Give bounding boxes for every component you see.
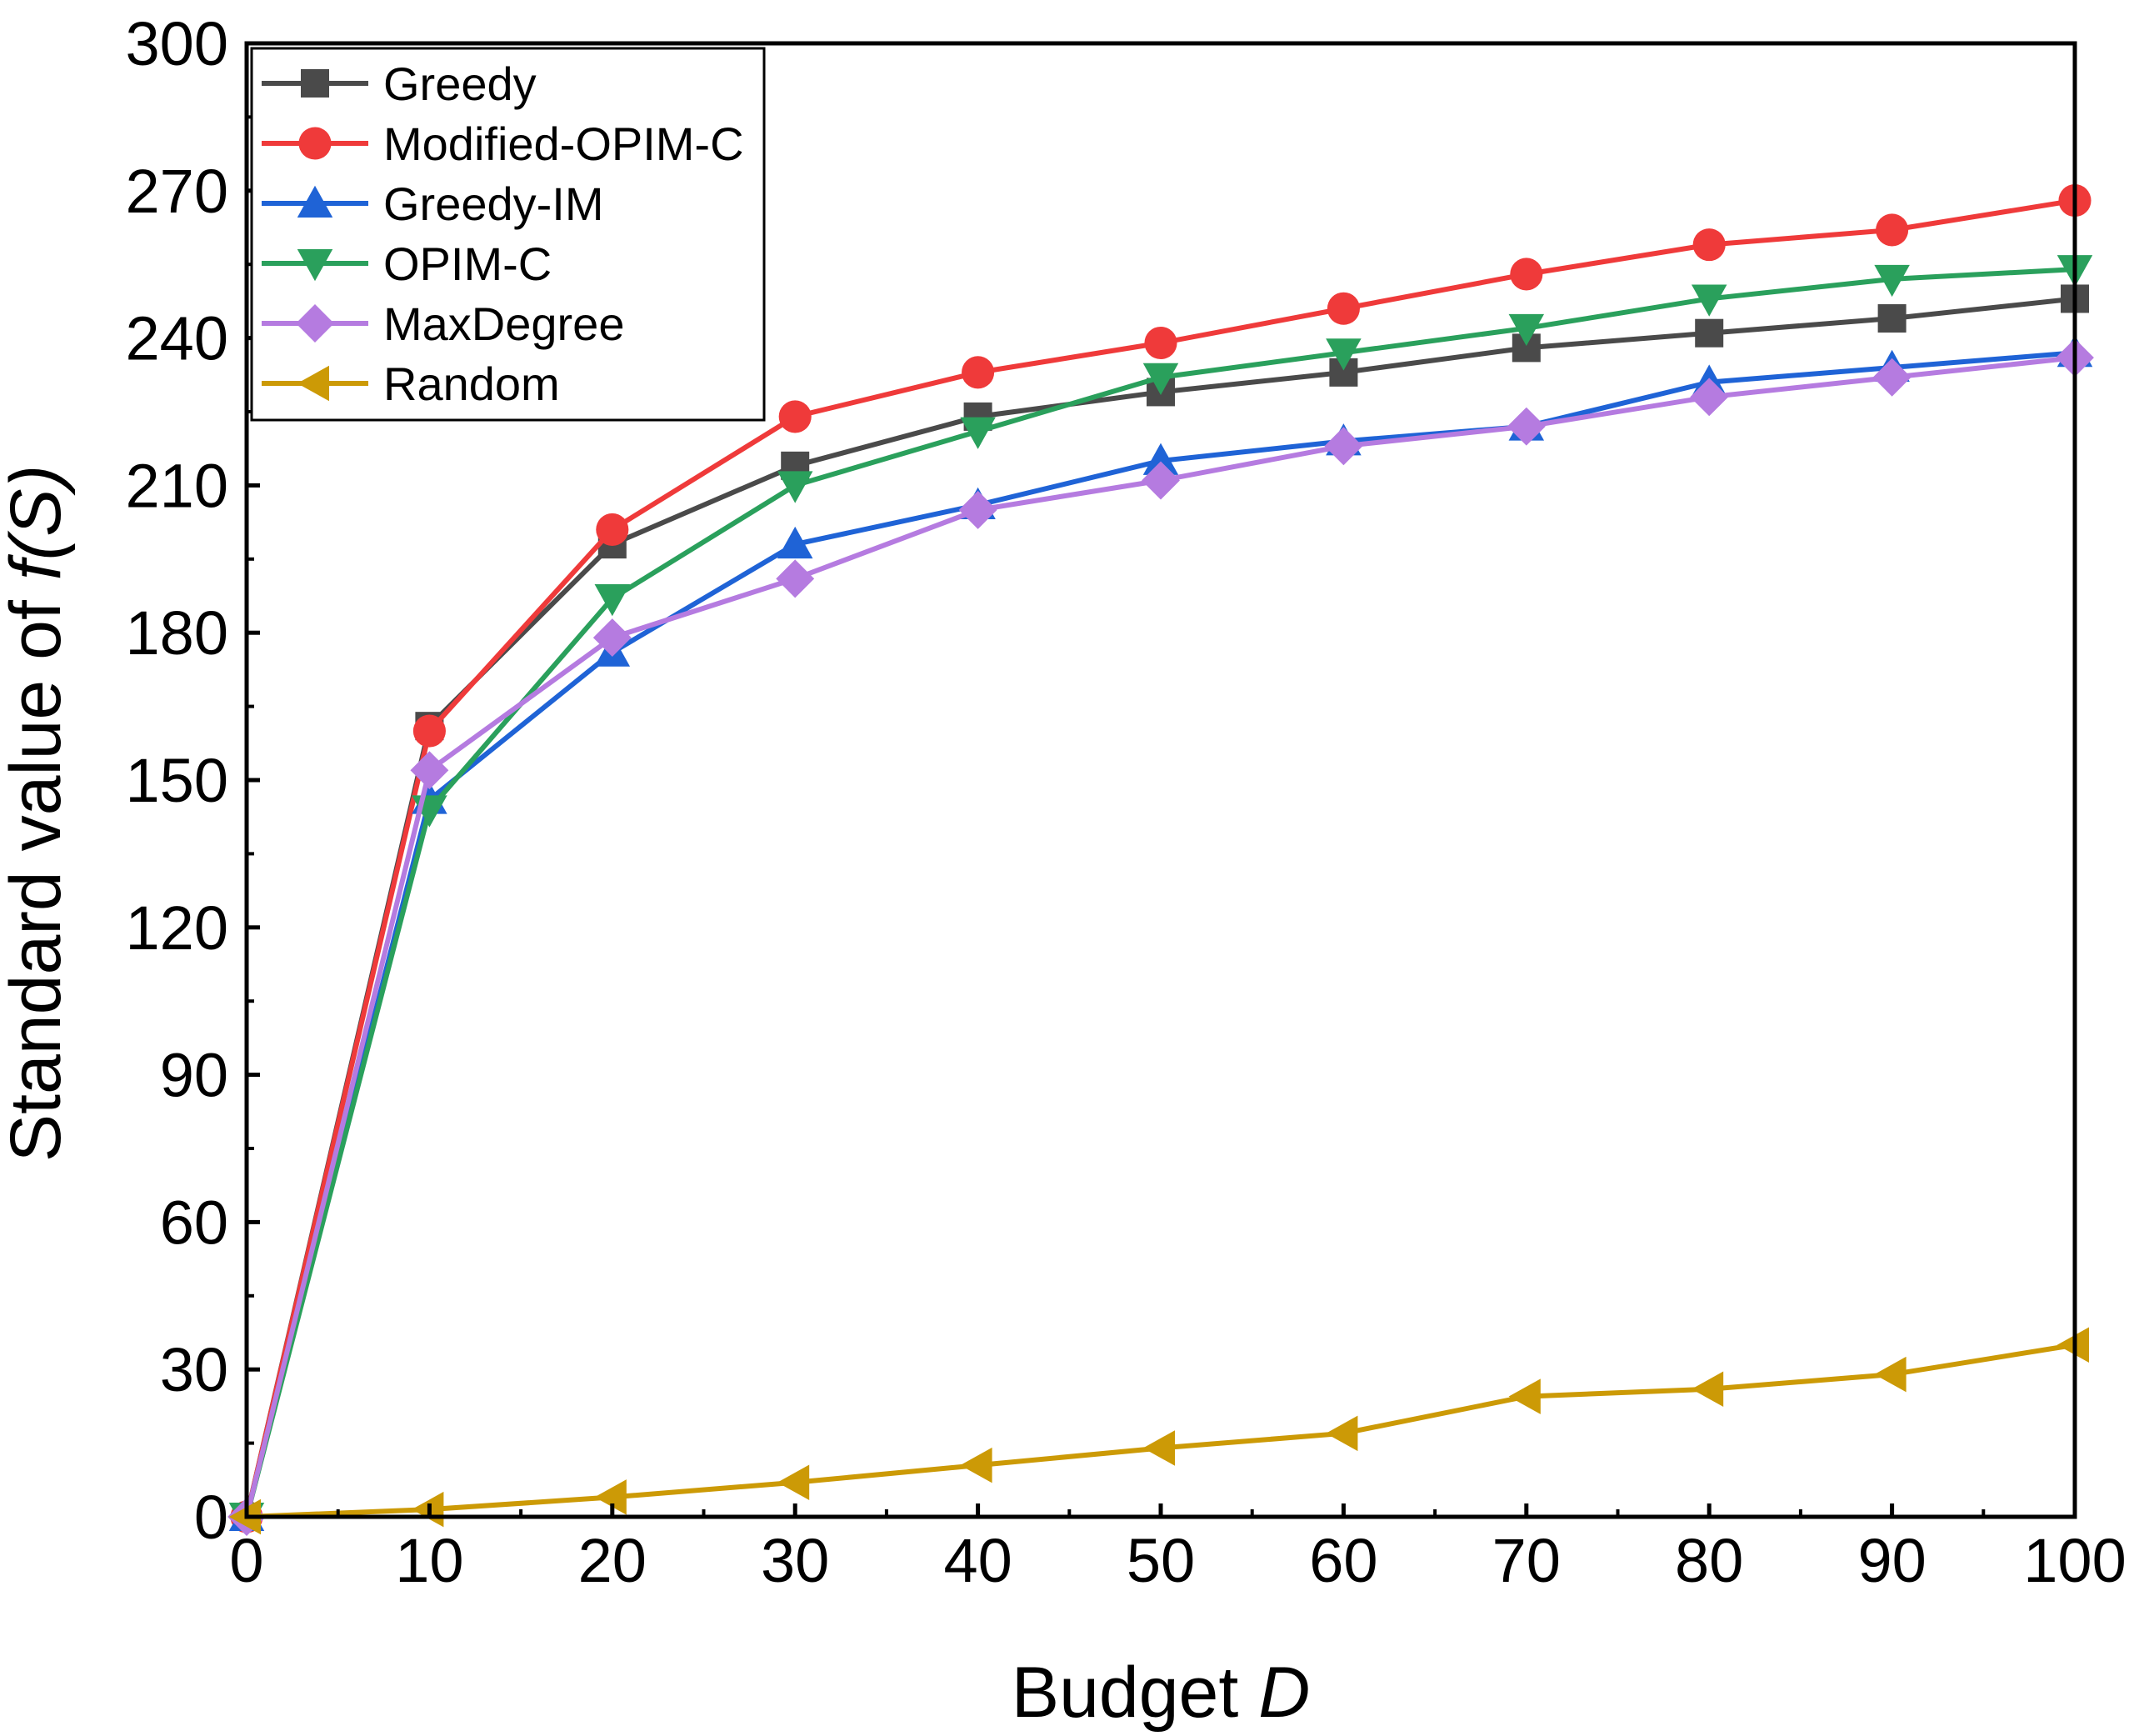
legend-marker-opim-c xyxy=(297,249,333,282)
legend-item-greedy: Greedy xyxy=(262,58,537,110)
data-point-random xyxy=(1691,1371,1724,1408)
data-point-greedy xyxy=(1695,318,1724,348)
x-tick-label: 100 xyxy=(2023,1526,2126,1595)
data-point-random xyxy=(1142,1430,1175,1466)
data-point-random xyxy=(1874,1356,1907,1393)
legend-box xyxy=(250,47,766,422)
y-tick-label: 210 xyxy=(126,451,228,520)
legend-label-maxdegree: MaxDegree xyxy=(383,298,624,350)
data-point-maxdegree xyxy=(1690,378,1729,417)
data-point-random xyxy=(960,1447,992,1483)
data-point-maxdegree xyxy=(958,490,997,529)
legend-item-opim-c: OPIM-C xyxy=(262,238,552,290)
x-axis-title: Budget D xyxy=(1012,1653,1311,1733)
data-point-modified-opim-c xyxy=(1510,258,1543,291)
x-tick-label: 10 xyxy=(395,1526,463,1595)
data-point-maxdegree xyxy=(1142,461,1180,500)
legend-label-greedy-im: Greedy-IM xyxy=(383,178,604,230)
data-point-maxdegree xyxy=(776,559,815,598)
series-layer xyxy=(227,184,2094,1536)
data-point-opim-c xyxy=(1142,363,1179,395)
data-point-modified-opim-c xyxy=(778,400,812,433)
x-tick-label: 30 xyxy=(761,1526,829,1595)
x-tick-label: 20 xyxy=(578,1526,647,1595)
legend: Greedy Modified-OPIM-C Greedy-IM OPIM-C MaxD… xyxy=(250,47,766,422)
data-point-random xyxy=(777,1464,810,1500)
series-line-greedy-im xyxy=(244,350,2076,1518)
y-axis-title: Standard value of f(S) xyxy=(0,465,76,1163)
data-point-maxdegree xyxy=(1507,407,1546,446)
y-tick-label: 30 xyxy=(160,1335,228,1404)
y-tick-label: 90 xyxy=(160,1041,228,1110)
data-point-random xyxy=(1326,1415,1358,1452)
y-axis-title-text: Standard value of xyxy=(0,599,76,1162)
y-tick-label: 150 xyxy=(126,746,228,815)
data-point-greedy-im xyxy=(777,526,813,559)
x-tick-label: 50 xyxy=(1127,1526,1195,1595)
x-axis-title-variable: D xyxy=(1258,1653,1310,1733)
y-tick-label: 300 xyxy=(126,9,228,78)
data-point-opim-c xyxy=(1874,264,1910,298)
data-point-modified-opim-c xyxy=(1144,326,1177,360)
x-tick-label: 40 xyxy=(943,1526,1012,1595)
y-tick-label: 180 xyxy=(126,598,228,668)
data-point-maxdegree xyxy=(410,751,449,790)
y-tick-label: 240 xyxy=(126,304,228,373)
data-point-greedy-im xyxy=(1142,443,1179,475)
x-tick-label: 70 xyxy=(1492,1526,1561,1595)
series-greedy-im xyxy=(228,335,2093,1531)
y-axis: 0 30 60 90 120 150 180 210 240 270 300 xyxy=(126,9,260,1552)
series-maxdegree xyxy=(227,338,2094,1536)
legend-marker-greedy xyxy=(301,69,329,98)
y-tick-label: 60 xyxy=(160,1188,228,1257)
data-point-maxdegree xyxy=(1324,427,1363,466)
data-point-opim-c xyxy=(960,417,996,449)
data-point-opim-c xyxy=(1691,284,1727,317)
series-line-maxdegree xyxy=(244,355,2076,1518)
legend-marker-random xyxy=(297,365,329,402)
legend-label-opim-c: OPIM-C xyxy=(383,238,552,290)
legend-marker-maxdegree xyxy=(296,304,334,343)
data-point-opim-c xyxy=(1508,313,1545,347)
x-tick-label: 0 xyxy=(229,1526,263,1595)
data-point-opim-c xyxy=(1326,338,1362,371)
y-tick-label: 270 xyxy=(126,157,228,226)
series-line-random xyxy=(246,1342,2076,1519)
data-point-greedy xyxy=(1877,304,1907,333)
legend-item-greedy-im: Greedy-IM xyxy=(262,178,604,230)
x-axis: 0 10 20 30 40 50 60 70 80 90 100 xyxy=(229,1503,2127,1595)
x-tick-label: 90 xyxy=(1857,1526,1926,1595)
data-point-modified-opim-c xyxy=(1327,292,1360,325)
legend-item-random: Random xyxy=(262,358,560,410)
x-tick-label: 80 xyxy=(1675,1526,1743,1595)
data-point-modified-opim-c xyxy=(596,513,629,546)
legend-label-modified-opim-c: Modified-OPIM-C xyxy=(383,118,744,170)
y-tick-label: 0 xyxy=(194,1483,228,1552)
legend-label-greedy: Greedy xyxy=(383,58,537,110)
data-point-opim-c xyxy=(777,471,813,503)
y-tick-label: 120 xyxy=(126,893,228,963)
legend-item-modified-opim-c: Modified-OPIM-C xyxy=(262,118,744,170)
data-point-modified-opim-c xyxy=(1692,228,1726,262)
legend-marker-modified-opim-c xyxy=(298,127,332,160)
data-point-modified-opim-c xyxy=(412,714,446,748)
y-axis-title-variable: f(S) xyxy=(0,465,76,581)
data-point-opim-c xyxy=(594,583,631,617)
data-point-modified-opim-c xyxy=(962,356,995,389)
data-point-modified-opim-c xyxy=(1876,213,1909,247)
series-modified-opim-c xyxy=(230,184,2092,1533)
data-point-maxdegree xyxy=(1872,358,1912,397)
data-point-random xyxy=(594,1479,627,1515)
data-point-maxdegree xyxy=(592,618,632,658)
legend-label-random: Random xyxy=(383,358,560,410)
legend-item-maxdegree: MaxDegree xyxy=(262,298,624,350)
series-random xyxy=(228,1327,2089,1535)
legend-marker-greedy-im xyxy=(297,185,333,218)
data-point-random xyxy=(1508,1378,1541,1414)
series-opim-c xyxy=(228,255,2093,1535)
x-axis-title-text: Budget xyxy=(1012,1653,1239,1733)
x-tick-label: 60 xyxy=(1309,1526,1377,1595)
